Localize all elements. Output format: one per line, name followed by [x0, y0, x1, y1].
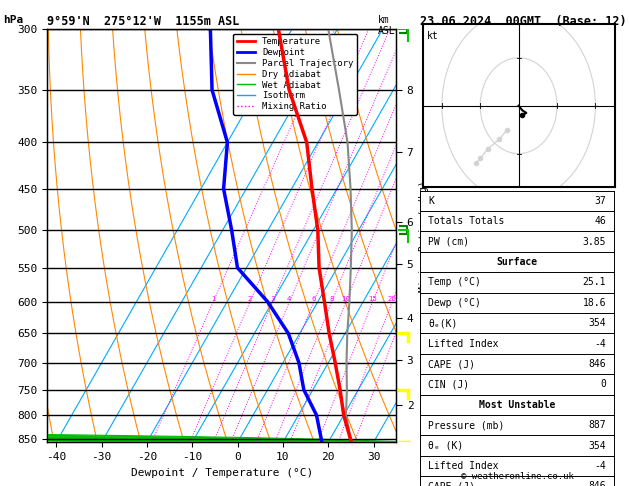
Text: CAPE (J): CAPE (J) — [428, 482, 475, 486]
Text: Pressure (mb): Pressure (mb) — [428, 420, 504, 430]
Text: © weatheronline.co.uk: © weatheronline.co.uk — [460, 472, 574, 481]
Text: Dewp (°C): Dewp (°C) — [428, 298, 481, 308]
Text: θₑ (K): θₑ (K) — [428, 441, 463, 451]
Legend: Temperature, Dewpoint, Parcel Trajectory, Dry Adiabat, Wet Adiabat, Isotherm, Mi: Temperature, Dewpoint, Parcel Trajectory… — [233, 34, 357, 115]
Text: 6: 6 — [311, 296, 316, 302]
Text: 354: 354 — [589, 441, 606, 451]
Text: PW (cm): PW (cm) — [428, 237, 469, 246]
Text: 3: 3 — [270, 296, 275, 302]
Text: 8: 8 — [330, 296, 334, 302]
Text: km
ASL: km ASL — [377, 15, 395, 36]
Text: 1: 1 — [211, 296, 215, 302]
Text: 18.6: 18.6 — [582, 298, 606, 308]
Text: 15: 15 — [368, 296, 377, 302]
Text: kt: kt — [426, 31, 438, 41]
Text: 3.85: 3.85 — [582, 237, 606, 246]
X-axis label: Dewpoint / Temperature (°C): Dewpoint / Temperature (°C) — [131, 468, 313, 478]
Text: Totals Totals: Totals Totals — [428, 216, 504, 226]
Text: 25.1: 25.1 — [582, 278, 606, 287]
Text: Most Unstable: Most Unstable — [479, 400, 555, 410]
Text: 846: 846 — [589, 482, 606, 486]
Text: Lifted Index: Lifted Index — [428, 339, 498, 348]
Text: CAPE (J): CAPE (J) — [428, 359, 475, 369]
Text: K: K — [428, 196, 434, 206]
Text: 846: 846 — [589, 359, 606, 369]
Text: 2: 2 — [248, 296, 252, 302]
Text: 37: 37 — [594, 196, 606, 206]
Text: 10: 10 — [342, 296, 350, 302]
Text: 9°59'N  275°12'W  1155m ASL: 9°59'N 275°12'W 1155m ASL — [47, 15, 240, 28]
Text: 46: 46 — [594, 216, 606, 226]
Text: 20: 20 — [387, 296, 397, 302]
Text: Surface: Surface — [496, 257, 538, 267]
Text: Temp (°C): Temp (°C) — [428, 278, 481, 287]
Y-axis label: Mixing Ratio (g/kg): Mixing Ratio (g/kg) — [419, 180, 429, 292]
Text: 2LCL: 2LCL — [494, 411, 516, 420]
Text: 4: 4 — [287, 296, 291, 302]
Text: 23.06.2024  00GMT  (Base: 12): 23.06.2024 00GMT (Base: 12) — [420, 15, 626, 28]
Text: -4: -4 — [594, 461, 606, 471]
Text: θₑ(K): θₑ(K) — [428, 318, 457, 328]
Text: Lifted Index: Lifted Index — [428, 461, 498, 471]
Text: -4: -4 — [594, 339, 606, 348]
Text: CIN (J): CIN (J) — [428, 380, 469, 389]
Text: 887: 887 — [589, 420, 606, 430]
Text: 0: 0 — [600, 380, 606, 389]
Text: 354: 354 — [589, 318, 606, 328]
Text: hPa: hPa — [3, 15, 23, 25]
